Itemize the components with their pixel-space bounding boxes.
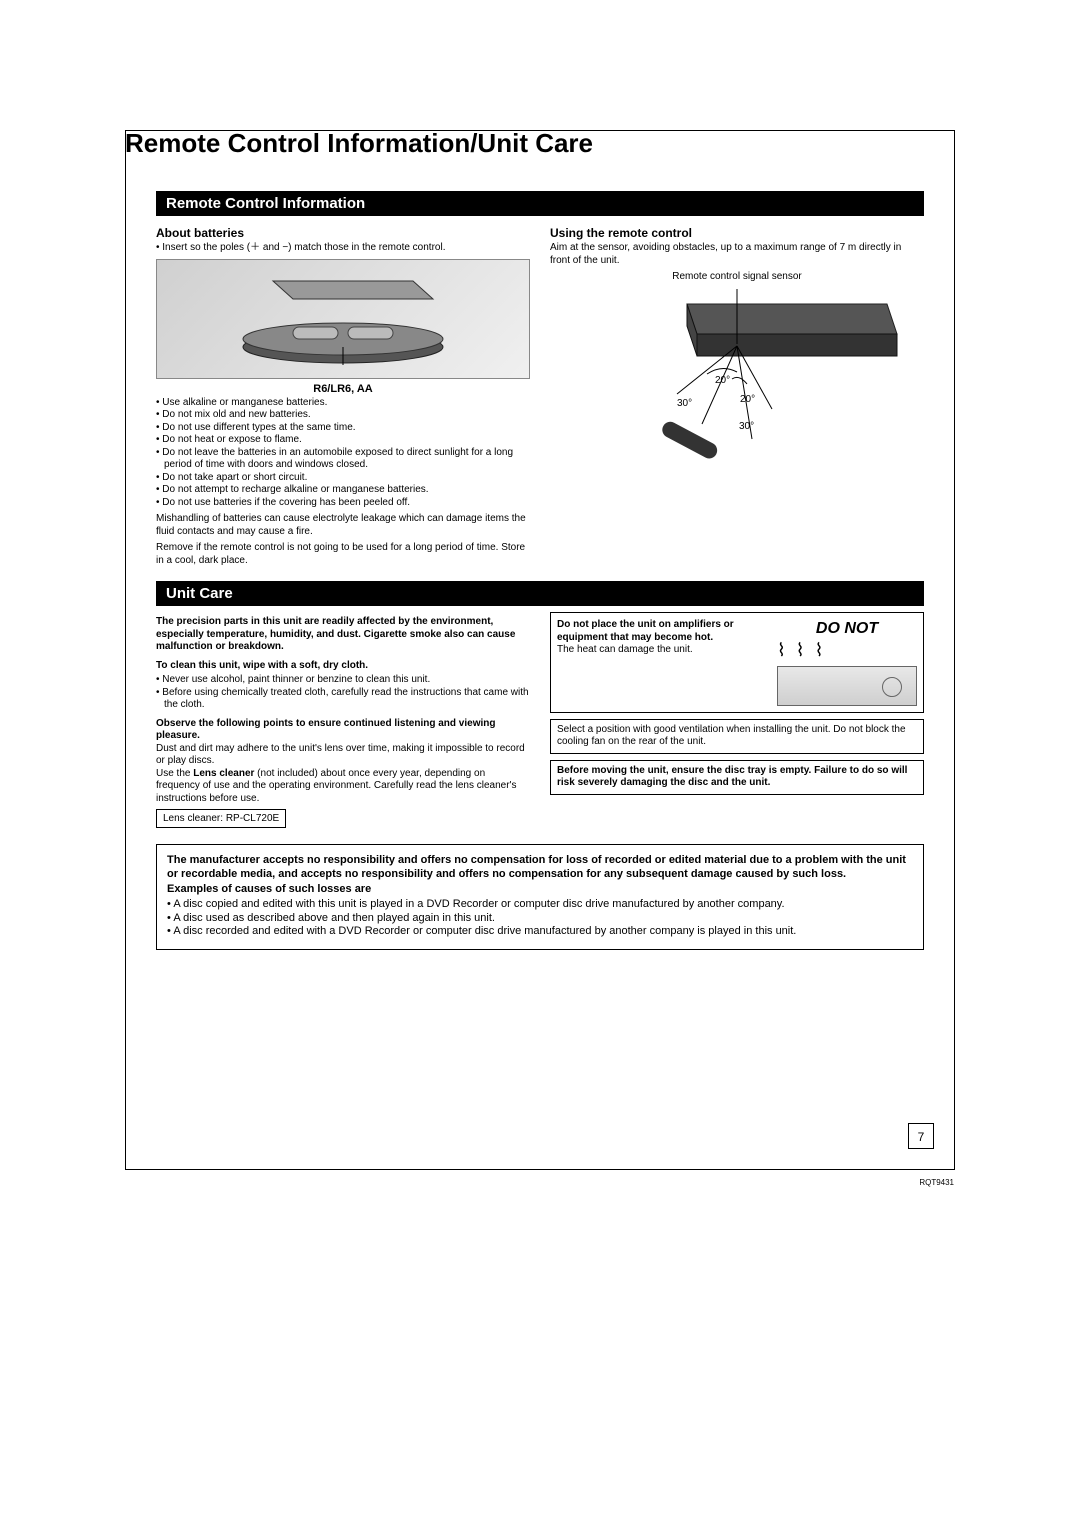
clean-bullet: Before using chemically treated cloth, c… — [156, 687, 530, 712]
donot-heading: Do not place the unit on amplifiers or e… — [557, 619, 734, 643]
battery-bullet: Do not use batteries if the covering has… — [156, 497, 530, 510]
stacked-unit-diagram — [777, 666, 917, 706]
disclaimer-intro: The manufacturer accepts no responsibili… — [167, 853, 913, 882]
before-moving-box: Before moving the unit, ensure the disc … — [550, 760, 924, 795]
sensor-label: Remote control signal sensor — [550, 271, 924, 282]
about-batteries-heading: About batteries — [156, 226, 530, 240]
remove-note: Remove if the remote control is not goin… — [156, 542, 530, 567]
mishandling-note: Mishandling of batteries can cause elect… — [156, 513, 530, 538]
disclaimer-bullet: A disc recorded and edited with a DVD Re… — [167, 925, 913, 939]
unit-care-left: The precision parts in this unit are rea… — [156, 612, 530, 828]
precision-note: The precision parts in this unit are rea… — [156, 616, 530, 654]
observe-p1: Dust and dirt may adhere to the unit's l… — [156, 743, 530, 768]
do-not-title: DO NOT — [777, 619, 917, 639]
remote-battery-diagram — [156, 259, 530, 379]
battery-bullet: Do not mix old and new batteries. — [156, 409, 530, 422]
using-remote-heading: Using the remote control — [550, 226, 924, 240]
using-remote-text: Aim at the sensor, avoiding obstacles, u… — [550, 242, 924, 267]
ventilation-box: Select a position with good ventilation … — [550, 719, 924, 754]
section-remote-heading: Remote Control Information — [156, 191, 924, 216]
svg-text:30°: 30° — [677, 398, 692, 409]
lens-cleaner-box: Lens cleaner: RP-CL720E — [156, 809, 286, 828]
battery-bullet: Do not attempt to recharge alkaline or m… — [156, 484, 530, 497]
battery-bullet: Do not heat or expose to flame. — [156, 434, 530, 447]
svg-text:30°: 30° — [739, 421, 754, 432]
battery-bullet: Use alkaline or manganese batteries. — [156, 397, 530, 410]
using-remote-column: Using the remote control Aim at the sens… — [550, 222, 924, 464]
battery-bullet: Do not leave the batteries in an automob… — [156, 447, 530, 472]
heat-waves-icon: ⌇⌇⌇ — [777, 639, 917, 662]
clean-bullet: Never use alcohol, paint thinner or benz… — [156, 674, 530, 687]
observe-p2: Use the Lens cleaner (not included) abou… — [156, 768, 530, 806]
disclaimer-bullet: A disc copied and edited with this unit … — [167, 898, 913, 912]
battery-type-label: R6/LR6, AA — [156, 383, 530, 395]
clean-heading: To clean this unit, wipe with a soft, dr… — [156, 660, 530, 673]
disclaimer-bullet: A disc used as described above and then … — [167, 912, 913, 926]
battery-poles-bullet: Insert so the poles (＋ and −) match thos… — [156, 242, 530, 255]
battery-bullet: Do not take apart or short circuit. — [156, 472, 530, 485]
sensor-angle-diagram: 20° 30° 20° 30° — [550, 284, 924, 464]
svg-text:20°: 20° — [715, 375, 730, 386]
do-not-box: Do not place the unit on amplifiers or e… — [550, 612, 924, 713]
page-number: 7 — [908, 1123, 934, 1149]
battery-bullet: Do not use different types at the same t… — [156, 422, 530, 435]
unit-care-right: Do not place the unit on amplifiers or e… — [550, 612, 924, 801]
document-code: RQT9431 — [919, 1178, 954, 1187]
observe-heading: Observe the following points to ensure c… — [156, 718, 530, 743]
disclaimer-examples-heading: Examples of causes of such losses are — [167, 882, 913, 896]
svg-text:20°: 20° — [740, 394, 755, 405]
disclaimer-box: The manufacturer accepts no responsibili… — [156, 844, 924, 950]
donot-text: The heat can damage the unit. — [557, 644, 693, 655]
page-frame: Remote Control Information About batteri… — [125, 130, 955, 1170]
section-unitcare-heading: Unit Care — [156, 581, 924, 606]
about-batteries-column: About batteries Insert so the poles (＋ a… — [156, 222, 530, 571]
